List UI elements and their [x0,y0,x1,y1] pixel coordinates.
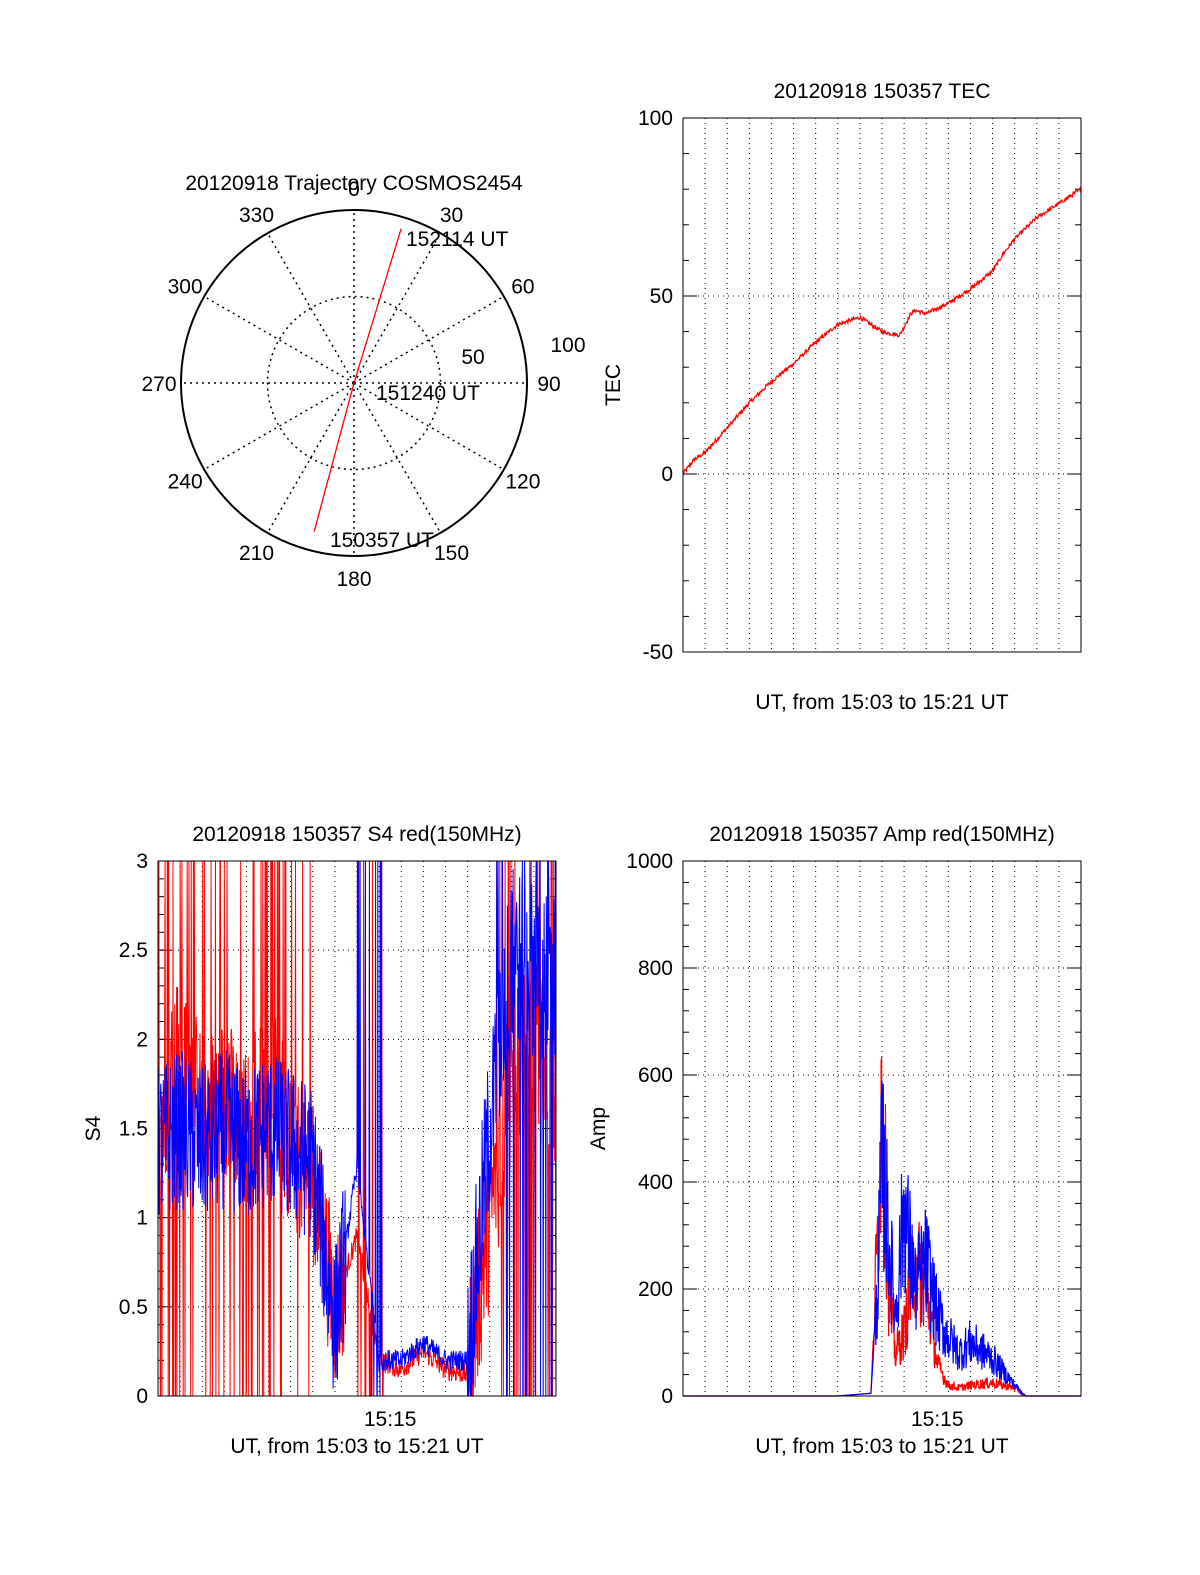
series-line-red [682,186,1082,476]
azimuth-label: 240 [168,471,203,494]
y-tick-label: 3 [136,850,148,873]
trajectory-start-label: 150357 UT [330,529,434,552]
azimuth-label: 30 [440,204,463,227]
s4-panel: 0 0.5 1 1.5 2 2.5 3 15:15 20120918 150357 S4 red… [82,823,557,1458]
azimuth-label: 0 [348,178,360,201]
x-axis-label: UT, from 15:03 to 15:21 UT [755,1435,1008,1458]
azimuth-label: 330 [239,204,274,227]
azimuth-spoke [266,232,355,384]
y-tick-label: 200 [638,1278,673,1301]
plot-frame [682,117,1082,653]
chart-title: 20120918 150357 S4 red(150MHz) [192,823,521,846]
plot-frame [157,860,557,1397]
azimuth-label: 90 [537,373,560,396]
radial-label: 50 [461,346,484,369]
azimuth-spoke [353,382,505,471]
y-tick-label: 0 [136,1385,148,1408]
azimuth-label: 300 [168,276,203,299]
azimuth-label: 180 [336,568,371,591]
azimuth-spoke [353,295,505,384]
plot-frame [682,860,1082,1397]
inner-circle [266,295,442,471]
azimuth-label: 120 [505,471,540,494]
chart-title: 20120918 150357 TEC [774,80,991,103]
chart-title: 20120918 Trajectory COSMOS2454 [185,172,523,195]
polar-trajectory-panel: 0 30 60 90 120 150 180 210 240 270 300 330 50 100 1521… [141,172,585,591]
azimuth-spoke [353,232,442,384]
amp-panel: 0 200 400 600 800 1000 15:15 20120918 150357 Am… [587,823,1082,1458]
outer-circle [180,209,528,557]
azimuth-label: 270 [141,373,176,396]
y-tick-label: 1.5 [119,1118,148,1141]
y-axis-label: S4 [82,1115,105,1141]
y-tick-label: 600 [638,1064,673,1087]
trajectory-line [313,228,402,532]
y-tick-label: 1000 [626,850,673,873]
azimuth-label: 60 [511,276,534,299]
y-tick-label: 0 [661,463,673,486]
series-line-blue [157,860,557,1397]
x-axis-label: UT, from 15:03 to 15:21 UT [230,1435,483,1458]
y-tick-label: 1 [136,1207,148,1230]
y-tick-label: 0.5 [119,1296,148,1319]
azimuth-label: 210 [239,542,274,565]
tec-panel: -50 0 50 100 20120918 150357 TEC UT, from 15:… [602,80,1082,714]
y-tick-label: 2.5 [119,939,148,962]
x-tick-label: 15:15 [911,1408,964,1431]
azimuth-spoke [203,382,355,471]
azimuth-label: 150 [434,542,469,565]
azimuth-spoke [266,382,355,534]
y-tick-label: 800 [638,957,673,980]
y-tick-label: 400 [638,1171,673,1194]
y-axis-label: TEC [602,364,625,406]
trajectory-end-label: 152114 UT [406,228,509,251]
azimuth-spoke [203,295,355,384]
y-tick-label: -50 [643,641,673,664]
y-tick-label: 0 [661,1385,673,1408]
x-axis-label: UT, from 15:03 to 15:21 UT [755,691,1008,714]
series-line-blue [683,1080,1081,1397]
trajectory-mid-label: 151240 UT [376,382,480,405]
radial-label: 100 [550,334,585,357]
y-tick-label: 50 [650,285,673,308]
x-tick-label: 15:15 [364,1408,417,1431]
azimuth-spoke [353,382,442,534]
chart-title: 20120918 150357 Amp red(150MHz) [709,823,1055,846]
y-tick-label: 100 [638,107,673,130]
y-axis-label: Amp [587,1107,610,1150]
y-tick-label: 2 [136,1028,148,1051]
